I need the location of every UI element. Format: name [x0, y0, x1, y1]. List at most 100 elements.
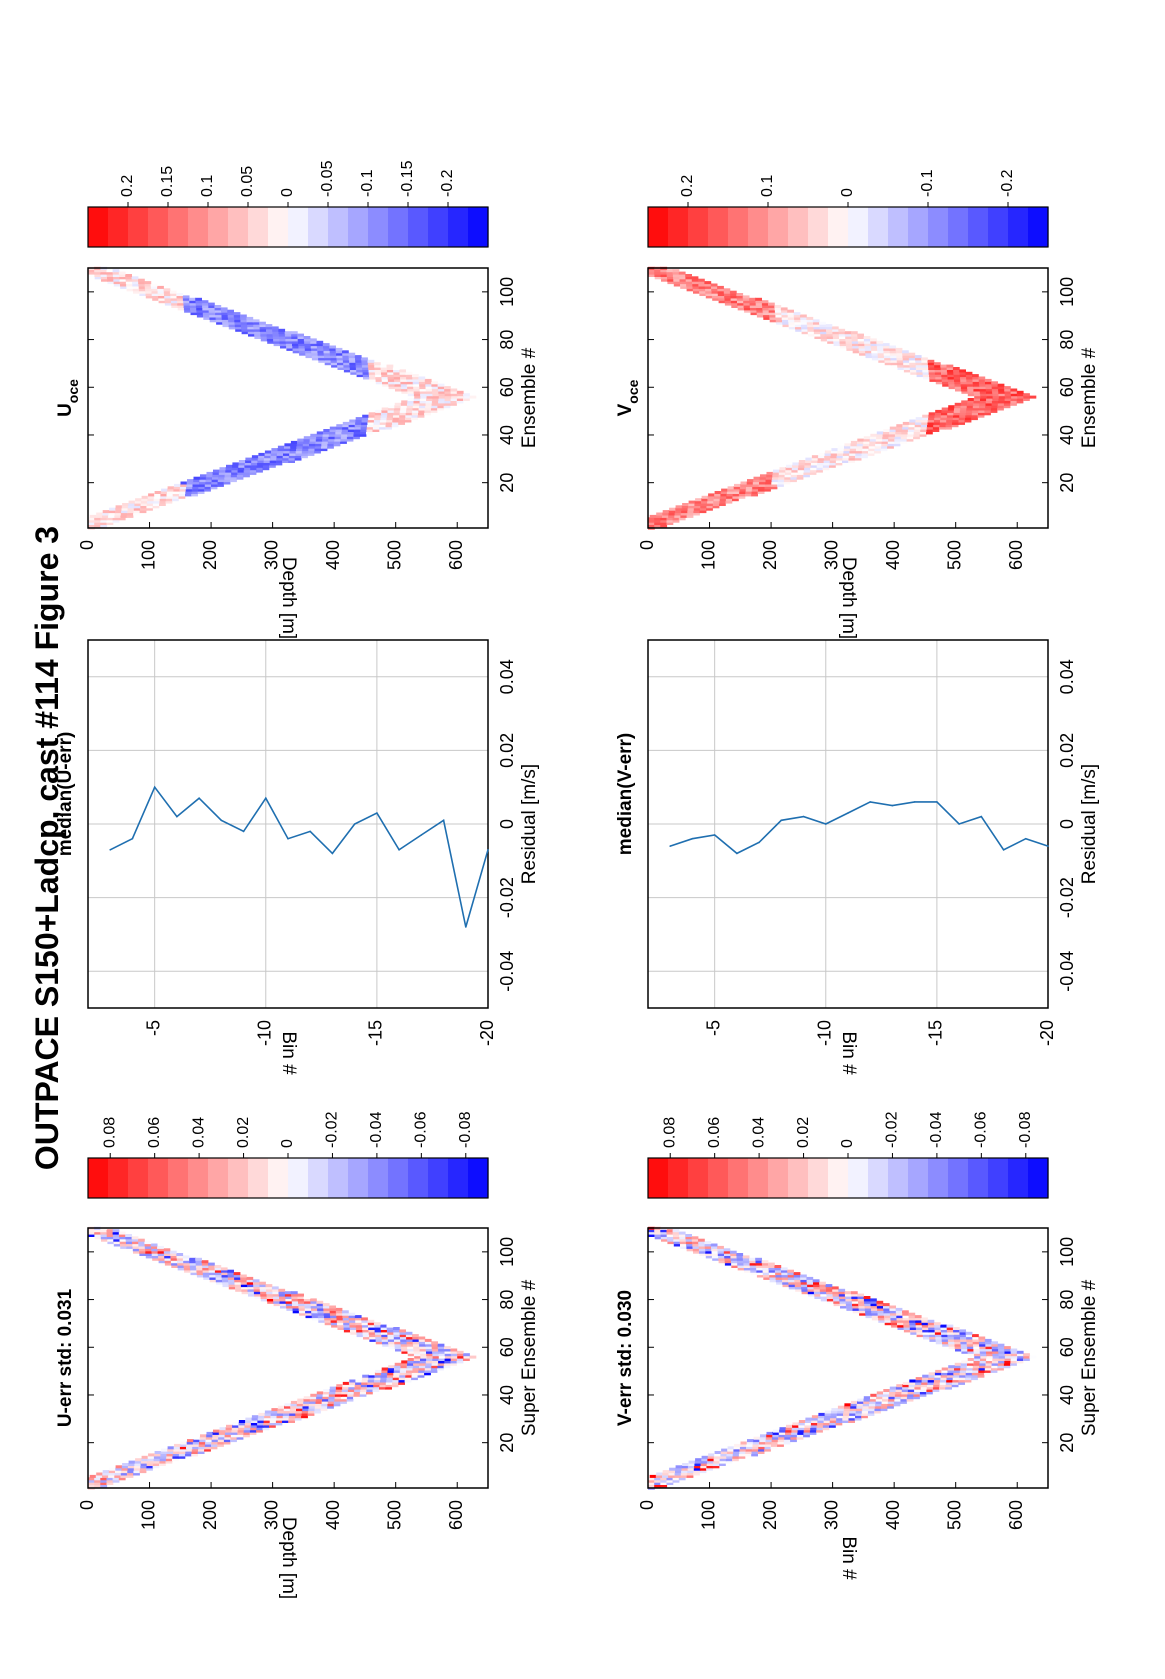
heatmap-cell: [212, 474, 220, 478]
heatmap-cell: [394, 378, 401, 382]
heatmap-cell: [431, 386, 439, 390]
heatmap-cell: [444, 388, 451, 392]
heatmap-cell: [419, 400, 427, 404]
heatmap-cell: [303, 338, 311, 342]
heatmap-cell: [945, 1381, 953, 1385]
heatmap-cell: [798, 460, 806, 463]
heatmap-cell: [668, 510, 676, 514]
heatmap-cell: [895, 347, 903, 351]
heatmap-cell: [463, 393, 470, 397]
heatmap-cell: [276, 1415, 284, 1419]
heatmap-cell: [151, 1255, 159, 1259]
heatmap-cell: [381, 1338, 389, 1342]
heatmap-cell: [850, 331, 858, 335]
heatmap-cell: [314, 1408, 322, 1412]
heatmap-cell: [838, 1288, 846, 1292]
heatmap-cell: [849, 448, 857, 452]
heatmap-cell: [713, 1460, 720, 1464]
heatmap-cell: [346, 1396, 354, 1400]
heatmap-cell: [749, 300, 757, 304]
heatmap-cell: [172, 498, 179, 502]
heatmap-cell: [381, 409, 389, 413]
heatmap-cell: [292, 1310, 300, 1314]
heatmap-cell: [699, 1253, 707, 1256]
heatmap-cell: [701, 495, 709, 499]
heatmap-cell: [299, 1312, 306, 1316]
heatmap-cell: [998, 400, 1005, 404]
heatmap-cell: [334, 1393, 342, 1397]
heatmap-cell: [941, 1334, 949, 1338]
heatmap-cell: [660, 1234, 668, 1237]
heatmap-cell: [902, 1317, 910, 1321]
heatmap-cell: [997, 386, 1005, 390]
heatmap-cell: [746, 1441, 754, 1445]
heatmap-cell: [367, 362, 375, 366]
heatmap-cell: [329, 1307, 337, 1311]
heatmap-cell: [133, 1467, 141, 1471]
heatmap-cell: [89, 1474, 97, 1478]
heatmap-cell: [865, 352, 873, 356]
heatmap-cell: [208, 1269, 216, 1273]
heatmap-cell: [818, 455, 825, 459]
heatmap-cell: [342, 352, 349, 356]
heatmap-cell: [992, 1350, 999, 1354]
heatmap-cell: [915, 1379, 923, 1383]
heatmap-cell: [858, 347, 866, 351]
heatmap-cell: [839, 340, 847, 344]
heatmap-cell: [699, 507, 707, 511]
heatmap-cell: [798, 1424, 806, 1428]
heatmap-cell: [374, 1374, 382, 1378]
heatmap-cell: [342, 355, 350, 359]
heatmap-cell: [954, 383, 962, 387]
heatmap-cell: [438, 1350, 446, 1354]
heatmap-cell: [330, 1315, 337, 1319]
heatmap-cell: [273, 340, 281, 344]
heatmap-cell: [922, 1331, 930, 1335]
heatmap-cell: [881, 440, 889, 444]
heatmap-cell: [756, 1267, 763, 1271]
heatmap-cell: [858, 1305, 866, 1309]
heatmap-cell: [265, 1284, 273, 1288]
heatmap-cell: [107, 276, 114, 280]
heatmap-cell: [341, 429, 349, 432]
heatmap-cell: [706, 505, 714, 509]
heatmap-cell: [270, 1417, 277, 1421]
heatmap-cell: [144, 283, 152, 287]
heatmap-cell: [984, 412, 991, 416]
heatmap-cell: [375, 409, 382, 413]
heatmap-cell: [845, 340, 853, 344]
heatmap-cell: [407, 402, 414, 406]
heatmap-cell: [791, 471, 798, 475]
heatmap-cell: [888, 1398, 895, 1402]
heatmap-cell: [842, 1415, 850, 1419]
heatmap-cell: [208, 305, 216, 308]
heatmap-cell: [413, 383, 420, 387]
heatmap-cell: [947, 1331, 954, 1335]
heatmap-cell: [285, 338, 293, 342]
heatmap-cell: [693, 510, 701, 514]
heatmap-cell: [263, 460, 271, 463]
heatmap-cell: [704, 1245, 712, 1249]
heatmap-cell: [348, 1381, 356, 1385]
heatmap-cell: [330, 362, 338, 366]
heatmap-cell: [394, 1365, 402, 1369]
heatmap-cell: [660, 1231, 668, 1235]
heatmap-cell: [817, 462, 824, 466]
heatmap-cell: [176, 293, 184, 296]
heatmap-cell: [773, 469, 780, 473]
heatmap-cell: [701, 1458, 709, 1462]
heatmap-cell: [816, 464, 824, 468]
heatmap-cell: [984, 378, 992, 382]
heatmap-cell: [765, 479, 773, 483]
heatmap-cell: [157, 293, 165, 296]
heatmap-cell: [838, 1293, 846, 1297]
heatmap-cell: [907, 1393, 914, 1397]
heatmap-cell: [190, 312, 198, 316]
heatmap-cell: [411, 412, 419, 416]
heatmap-cell: [769, 319, 777, 323]
heatmap-cell: [387, 412, 394, 416]
heatmap-cell: [913, 431, 921, 435]
heatmap-cell: [810, 467, 817, 471]
heatmap-cell: [979, 383, 986, 387]
heatmap-cell: [660, 524, 668, 528]
